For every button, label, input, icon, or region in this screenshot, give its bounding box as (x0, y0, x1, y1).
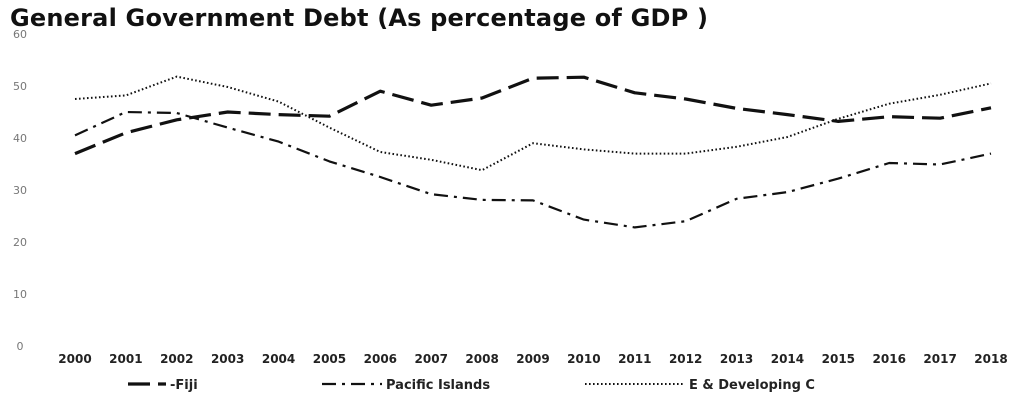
x-tick-label: 2015 (822, 352, 855, 366)
x-tick-label: 2003 (211, 352, 244, 366)
series-layer (74, 75, 992, 229)
series-line-pacific-islands (74, 110, 992, 229)
series-line-e-developing-c (74, 75, 992, 172)
x-tick-label: 2009 (516, 352, 549, 366)
x-tick-label: 2017 (923, 352, 956, 366)
legend-label: -Fiji (170, 378, 198, 393)
x-tick-label: 2007 (415, 352, 448, 366)
y-tick-label: 0 (17, 340, 24, 353)
legend: -Fiji Pacific Islands E & Developing C (128, 378, 815, 393)
y-tick-label: 40 (13, 132, 27, 145)
x-tick-label: 2010 (567, 352, 600, 366)
legend-label: Pacific Islands (386, 378, 490, 393)
x-tick-label: 2013 (720, 352, 753, 366)
x-tick-label: 2000 (58, 352, 91, 366)
x-tick-label: 2005 (313, 352, 346, 366)
x-tick-label: 2018 (974, 352, 1007, 366)
x-tick-label: 2006 (364, 352, 397, 366)
x-tick-label: 2011 (618, 352, 651, 366)
x-tick-label: 2012 (669, 352, 702, 366)
x-tick-label: 2001 (109, 352, 142, 366)
series-line-fiji (74, 75, 992, 156)
x-axis: 2000 2001 2002 2003 2004 2005 2006 2007 2008 2009… (58, 352, 1007, 366)
x-tick-label: 2002 (160, 352, 193, 366)
y-tick-label: 30 (13, 184, 27, 197)
y-tick-label: 50 (13, 80, 27, 93)
x-tick-label: 2004 (262, 352, 295, 366)
legend-item-fiji: -Fiji (128, 378, 198, 393)
legend-item-e-developing-c: E & Developing C (585, 378, 815, 393)
x-tick-label: 2014 (771, 352, 804, 366)
legend-label: E & Developing C (689, 378, 815, 393)
x-tick-label: 2008 (465, 352, 498, 366)
legend-item-pacific-islands: Pacific Islands (322, 378, 490, 393)
chart-title: General Government Debt (As percentage o… (10, 4, 709, 32)
y-axis: 0 10 20 30 40 50 60 (13, 28, 27, 353)
x-tick-label: 2016 (873, 352, 906, 366)
y-tick-label: 10 (13, 288, 27, 301)
y-tick-label: 20 (13, 236, 27, 249)
y-tick-label: 60 (13, 28, 27, 41)
